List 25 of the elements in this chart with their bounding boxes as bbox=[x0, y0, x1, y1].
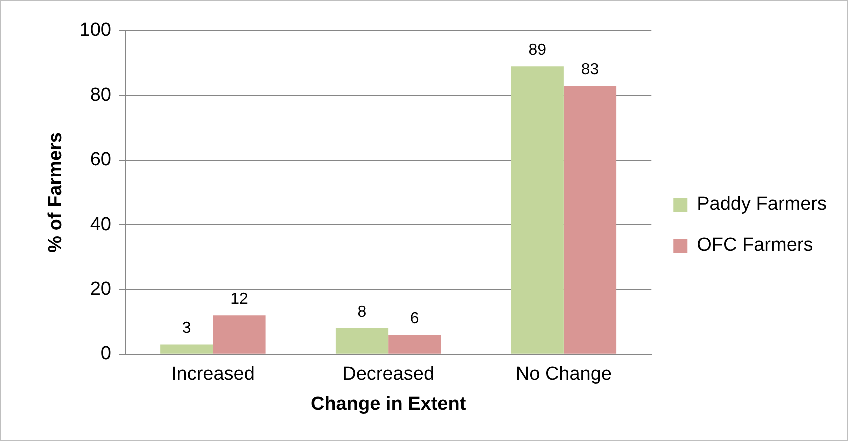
x-tick-label: Decreased bbox=[342, 364, 435, 386]
data-label: 83 bbox=[581, 61, 600, 78]
x-tick-label: No Change bbox=[516, 364, 612, 386]
data-label: 89 bbox=[528, 42, 547, 59]
y-tick-label: 80 bbox=[90, 84, 112, 106]
bar bbox=[511, 66, 564, 354]
y-axis-title: % of Farmers bbox=[46, 132, 67, 253]
data-label: 3 bbox=[182, 320, 192, 338]
x-tick-label: Increased bbox=[171, 364, 255, 386]
y-tick-label: 60 bbox=[90, 150, 112, 171]
bar bbox=[160, 344, 214, 354]
y-tick-label: 40 bbox=[90, 214, 112, 236]
bar bbox=[388, 334, 442, 354]
data-label: 6 bbox=[410, 310, 420, 328]
data-label: 8 bbox=[358, 304, 367, 321]
data-label: 12 bbox=[230, 291, 248, 308]
legend-label: Paddy Farmers bbox=[697, 194, 827, 216]
y-tick-label: 100 bbox=[80, 20, 112, 42]
legend-label: OFC Farmers bbox=[697, 235, 814, 256]
bar bbox=[564, 86, 617, 354]
y-tick-label: 20 bbox=[90, 278, 112, 300]
y-tick-label: 0 bbox=[100, 344, 112, 365]
bar bbox=[213, 316, 266, 354]
x-axis-title: Change in Extent bbox=[310, 394, 467, 415]
bar bbox=[336, 328, 389, 354]
